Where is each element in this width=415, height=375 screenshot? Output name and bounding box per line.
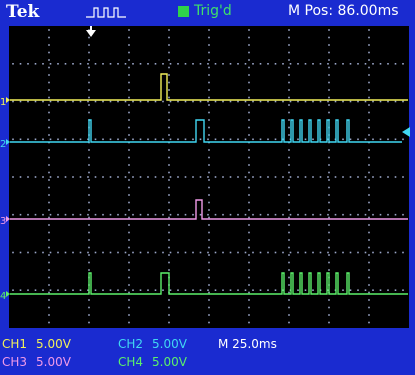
status-bar: Tek Trig'd M Pos: 86.00ms xyxy=(0,0,415,24)
ch4-marker: 4 xyxy=(0,291,6,302)
timebase-readout: M 25.0ms xyxy=(218,337,277,351)
ch4-label: CH4 xyxy=(118,355,144,369)
ch3-label: CH3 xyxy=(2,355,28,369)
ch1-marker: 1 xyxy=(0,97,6,108)
ch2-trace xyxy=(10,119,402,143)
trigger-position-marker xyxy=(86,30,96,37)
ch1-marker-arrow xyxy=(6,97,10,103)
ch1-label: CH1 xyxy=(2,337,28,351)
waveform-display: 1 2 3 4 xyxy=(0,24,415,335)
ch2-marker-arrow xyxy=(6,139,10,145)
ch4-marker-arrow xyxy=(6,291,10,297)
trigger-position-stem xyxy=(90,26,92,31)
brand-logo: Tek xyxy=(6,2,40,22)
ch1-trace xyxy=(10,73,408,101)
left-arrow-icon xyxy=(402,127,410,137)
ch3-marker-arrow xyxy=(6,216,10,222)
ch3-trace xyxy=(10,199,408,220)
readout-bar: CH1 5.00V CH2 5.00V M 25.0ms CH3 5.00V C… xyxy=(0,335,415,375)
trigger-status-indicator xyxy=(178,6,189,17)
ch3-scale: 5.00V xyxy=(36,355,71,369)
graticule: 1 2 3 4 xyxy=(0,26,410,328)
ch2-label: CH2 xyxy=(118,337,144,351)
ch3-marker: 3 xyxy=(0,216,6,227)
trigger-status: Trig'd xyxy=(194,3,232,19)
ch4-trace xyxy=(10,272,408,295)
pulse-waveform-icon xyxy=(86,7,126,18)
ch2-scale: 5.00V xyxy=(152,337,187,351)
ch2-marker: 2 xyxy=(0,139,6,150)
ch4-scale: 5.00V xyxy=(152,355,187,369)
grid-dots xyxy=(12,29,404,324)
ch1-scale: 5.00V xyxy=(36,337,71,351)
horizontal-position-readout: M Pos: 86.00ms xyxy=(288,3,399,19)
